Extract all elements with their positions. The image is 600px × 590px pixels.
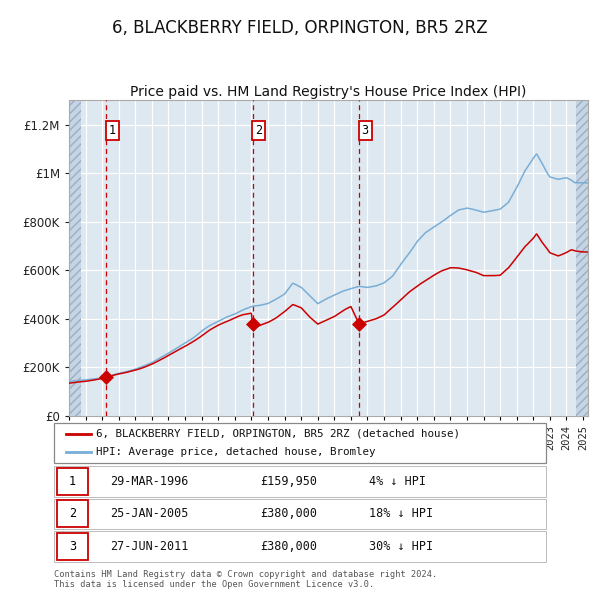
Text: 1: 1: [69, 475, 76, 488]
FancyBboxPatch shape: [54, 423, 546, 463]
Title: Price paid vs. HM Land Registry's House Price Index (HPI): Price paid vs. HM Land Registry's House …: [130, 85, 527, 99]
Text: £380,000: £380,000: [260, 540, 317, 553]
Text: 2: 2: [255, 124, 262, 137]
Text: 27-JUN-2011: 27-JUN-2011: [110, 540, 189, 553]
FancyBboxPatch shape: [58, 468, 88, 495]
Text: 3: 3: [69, 540, 76, 553]
Bar: [577, 100, 589, 416]
Bar: [69, 100, 81, 416]
Text: £380,000: £380,000: [260, 507, 317, 520]
Text: 2: 2: [69, 507, 76, 520]
FancyBboxPatch shape: [54, 466, 546, 497]
Text: 29-MAR-1996: 29-MAR-1996: [110, 475, 189, 488]
Text: HPI: Average price, detached house, Bromley: HPI: Average price, detached house, Brom…: [96, 447, 376, 457]
Text: 3: 3: [361, 124, 368, 137]
Text: 6, BLACKBERRY FIELD, ORPINGTON, BR5 2RZ: 6, BLACKBERRY FIELD, ORPINGTON, BR5 2RZ: [112, 19, 488, 38]
Text: 4% ↓ HPI: 4% ↓ HPI: [369, 475, 426, 488]
Text: 6, BLACKBERRY FIELD, ORPINGTON, BR5 2RZ (detached house): 6, BLACKBERRY FIELD, ORPINGTON, BR5 2RZ …: [96, 429, 460, 439]
FancyBboxPatch shape: [58, 500, 88, 527]
FancyBboxPatch shape: [54, 499, 546, 529]
Text: £159,950: £159,950: [260, 475, 317, 488]
Text: 25-JAN-2005: 25-JAN-2005: [110, 507, 189, 520]
FancyBboxPatch shape: [54, 531, 546, 562]
Text: 18% ↓ HPI: 18% ↓ HPI: [369, 507, 433, 520]
Text: Contains HM Land Registry data © Crown copyright and database right 2024.
This d: Contains HM Land Registry data © Crown c…: [54, 570, 437, 589]
FancyBboxPatch shape: [58, 533, 88, 560]
Text: 30% ↓ HPI: 30% ↓ HPI: [369, 540, 433, 553]
Text: 1: 1: [109, 124, 116, 137]
